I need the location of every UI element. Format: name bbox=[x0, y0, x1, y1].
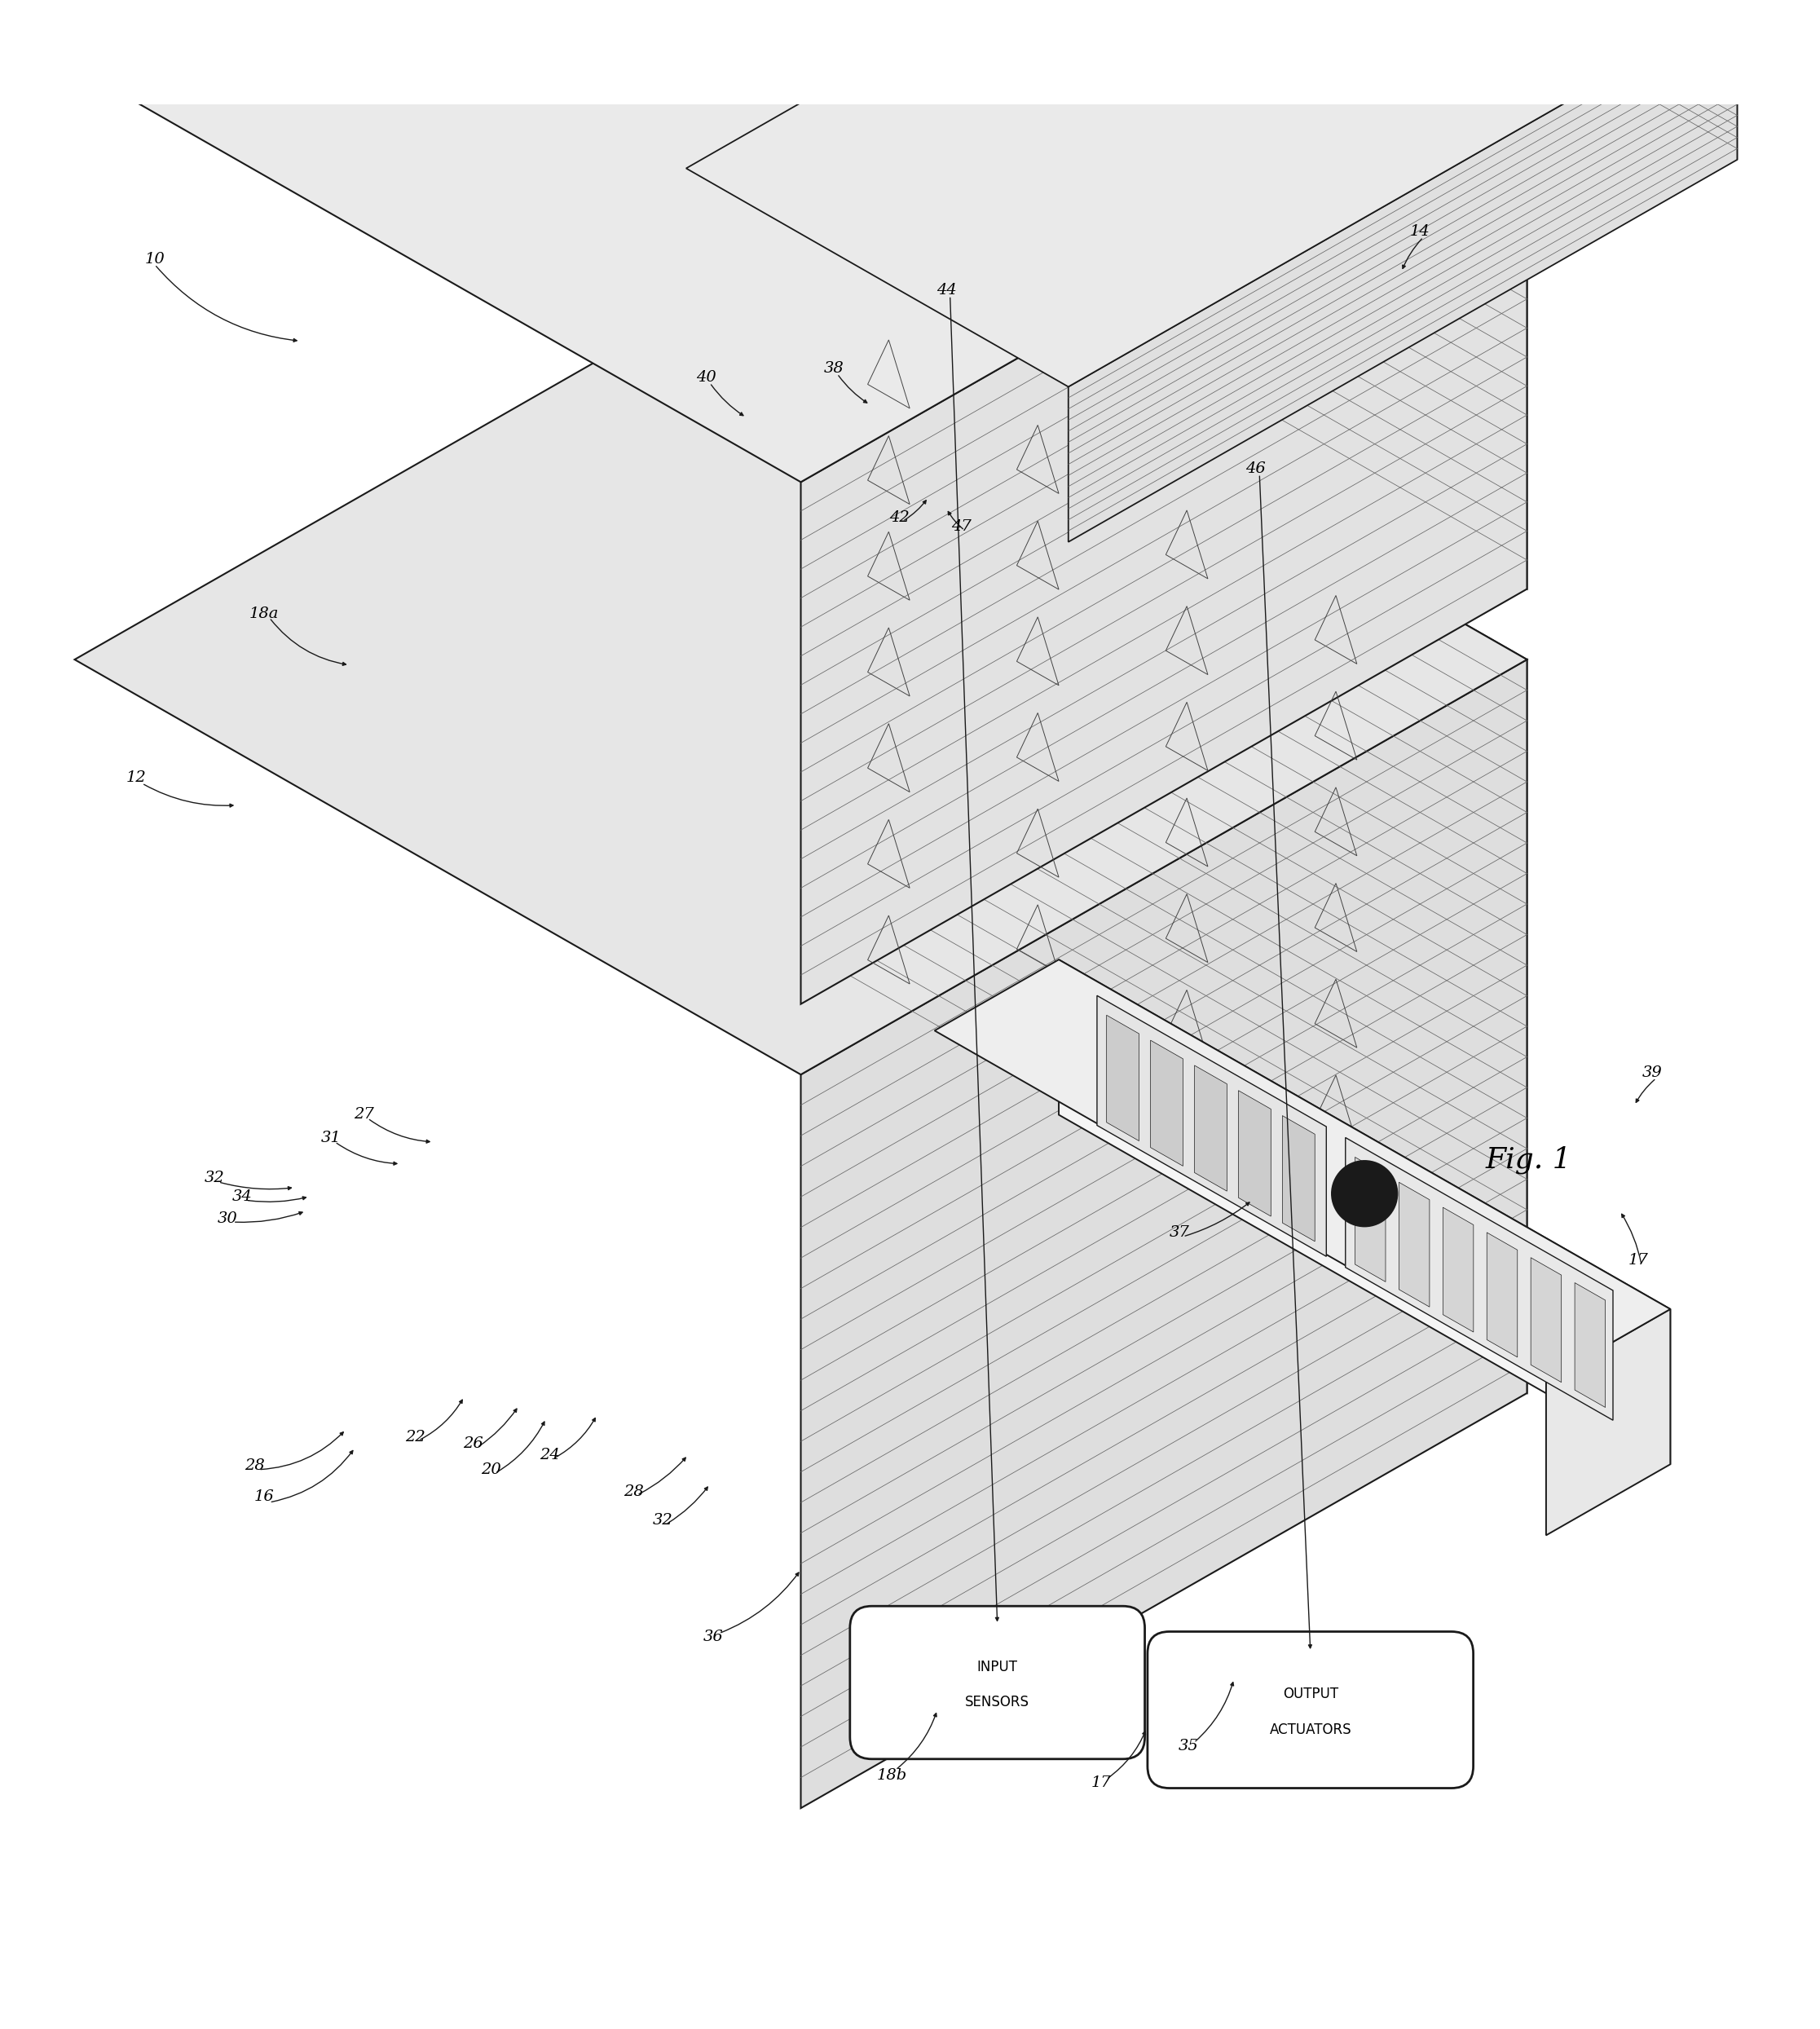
Polygon shape bbox=[75, 246, 1527, 1075]
Text: 10: 10 bbox=[144, 252, 166, 266]
Polygon shape bbox=[686, 0, 1736, 388]
Text: 39: 39 bbox=[1642, 1065, 1663, 1079]
Polygon shape bbox=[1097, 996, 1327, 1256]
Text: 26: 26 bbox=[462, 1437, 484, 1451]
FancyBboxPatch shape bbox=[850, 1607, 1145, 1759]
Text: 27: 27 bbox=[353, 1108, 375, 1122]
Polygon shape bbox=[1574, 1282, 1605, 1408]
Text: 18a: 18a bbox=[249, 607, 278, 621]
FancyBboxPatch shape bbox=[1147, 1631, 1472, 1788]
Text: 31: 31 bbox=[320, 1130, 342, 1146]
Polygon shape bbox=[1487, 1232, 1518, 1357]
Text: 35: 35 bbox=[1178, 1739, 1199, 1753]
Text: 44: 44 bbox=[935, 282, 957, 298]
Text: 47: 47 bbox=[950, 519, 972, 534]
Polygon shape bbox=[1531, 1258, 1562, 1382]
Polygon shape bbox=[1443, 1207, 1474, 1333]
Text: 24: 24 bbox=[539, 1447, 561, 1463]
Text: 16: 16 bbox=[253, 1489, 275, 1503]
Polygon shape bbox=[1354, 0, 1736, 160]
Text: 18b: 18b bbox=[877, 1767, 906, 1783]
Polygon shape bbox=[1068, 4, 1736, 542]
Polygon shape bbox=[935, 960, 1671, 1380]
Text: 22: 22 bbox=[404, 1430, 426, 1445]
Polygon shape bbox=[1400, 1183, 1429, 1307]
Polygon shape bbox=[1238, 1090, 1270, 1215]
Text: 42: 42 bbox=[888, 509, 910, 526]
Polygon shape bbox=[801, 246, 1527, 1394]
Text: 20: 20 bbox=[480, 1463, 502, 1477]
Polygon shape bbox=[1547, 1309, 1671, 1536]
Text: Fig. 1: Fig. 1 bbox=[1485, 1146, 1572, 1175]
Polygon shape bbox=[801, 0, 1527, 588]
Text: 38: 38 bbox=[823, 361, 844, 375]
Text: 37: 37 bbox=[1168, 1226, 1190, 1240]
Text: 40: 40 bbox=[695, 369, 717, 386]
Text: 17: 17 bbox=[1627, 1252, 1649, 1268]
Polygon shape bbox=[1107, 1014, 1139, 1140]
Polygon shape bbox=[1354, 1157, 1385, 1282]
Polygon shape bbox=[1345, 1138, 1613, 1420]
Text: 30: 30 bbox=[217, 1211, 238, 1226]
Text: 14: 14 bbox=[1409, 225, 1431, 239]
Circle shape bbox=[1332, 1161, 1398, 1226]
Text: 12: 12 bbox=[126, 771, 147, 785]
Text: 32: 32 bbox=[204, 1171, 226, 1185]
Text: 34: 34 bbox=[231, 1189, 253, 1203]
Text: SENSORS: SENSORS bbox=[965, 1694, 1030, 1710]
Polygon shape bbox=[1150, 1041, 1183, 1167]
Polygon shape bbox=[801, 659, 1527, 1808]
Polygon shape bbox=[801, 67, 1527, 1004]
Polygon shape bbox=[75, 0, 1527, 483]
Text: OUTPUT: OUTPUT bbox=[1283, 1686, 1338, 1702]
Text: 36: 36 bbox=[703, 1629, 724, 1643]
Polygon shape bbox=[1194, 1065, 1227, 1191]
Polygon shape bbox=[1059, 960, 1671, 1465]
Text: 17: 17 bbox=[1090, 1775, 1112, 1790]
Text: 46: 46 bbox=[1245, 461, 1267, 475]
Text: INPUT: INPUT bbox=[977, 1660, 1017, 1674]
Polygon shape bbox=[1283, 1116, 1314, 1242]
Text: 32: 32 bbox=[652, 1514, 673, 1528]
Text: ACTUATORS: ACTUATORS bbox=[1269, 1723, 1352, 1737]
Polygon shape bbox=[1318, 0, 1421, 2]
Text: 28: 28 bbox=[622, 1483, 644, 1499]
Text: 28: 28 bbox=[244, 1459, 266, 1473]
